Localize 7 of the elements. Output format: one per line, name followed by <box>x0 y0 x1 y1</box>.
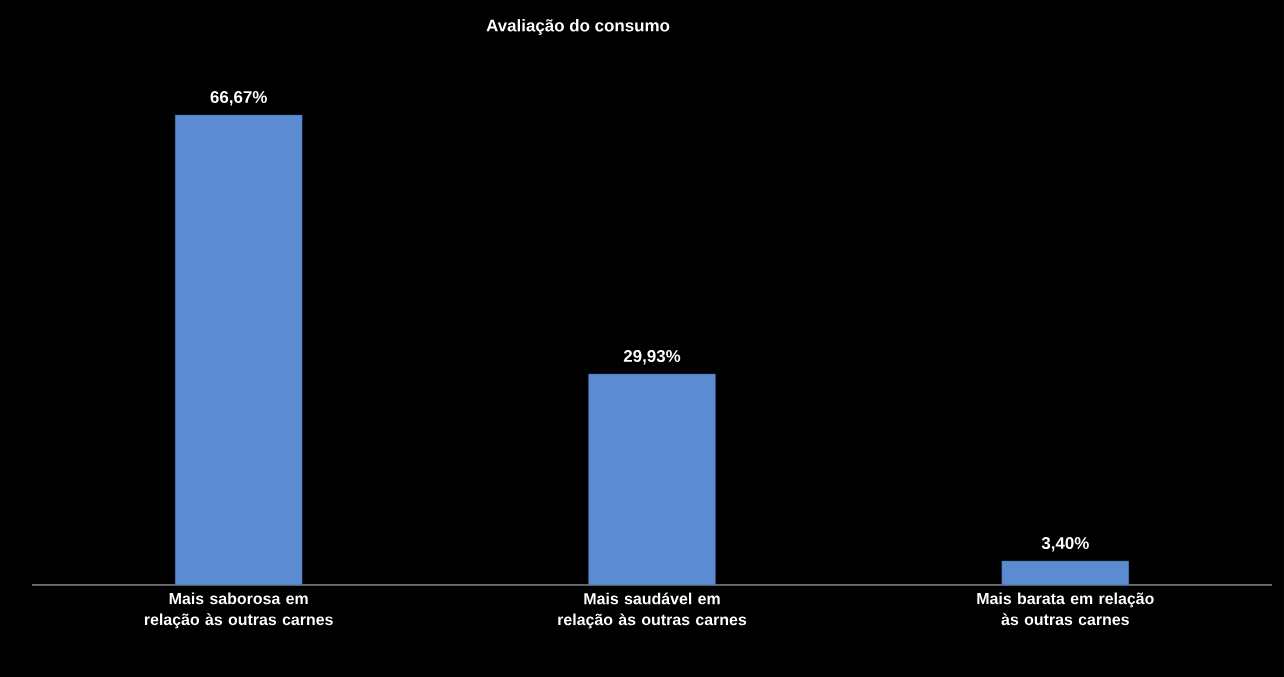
data-label: 29,93% <box>623 350 681 365</box>
x-tick-label: Mais saudável em relação às outras carnes <box>558 592 747 629</box>
x-tick-label: Mais barata em relação às outras carnes <box>977 592 1154 626</box>
data-label: 3,40% <box>1041 537 1089 552</box>
data-label: 66,67% <box>210 91 267 106</box>
x-tick-label: Mais saborosa em relação às outras carnes <box>144 592 333 629</box>
chart-title: Avaliação do consumo <box>486 19 670 35</box>
